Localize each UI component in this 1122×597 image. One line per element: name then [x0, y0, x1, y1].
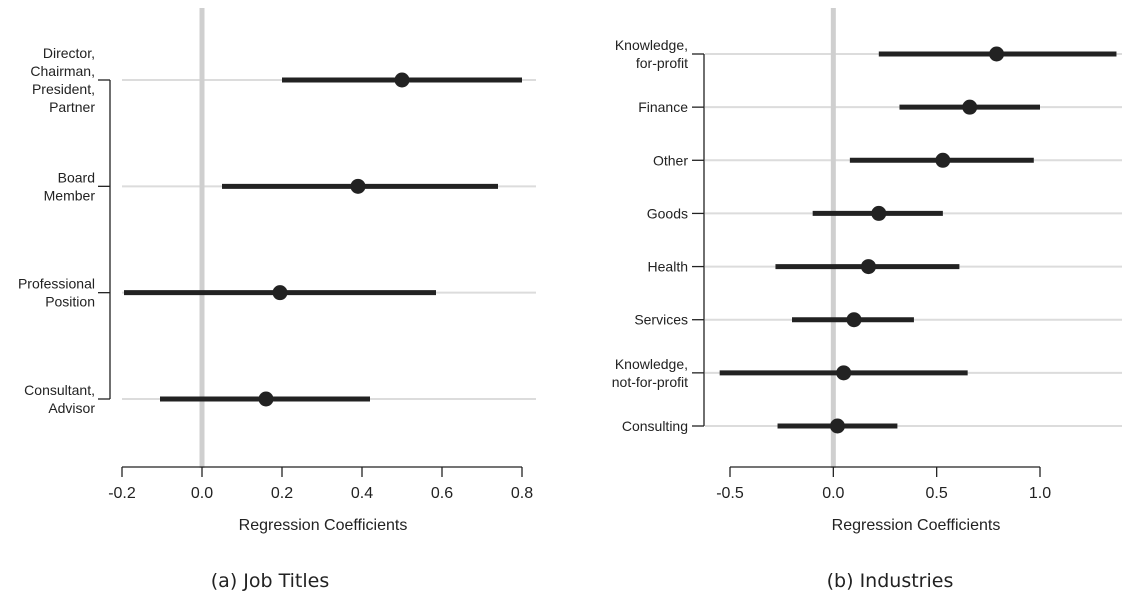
point-estimate: [272, 285, 288, 301]
category-label-line: Goods: [647, 205, 688, 221]
point-estimate: [846, 312, 862, 328]
point-estimate: [836, 365, 852, 381]
category-label-line: Services: [634, 312, 688, 328]
x-tick-label: 0.2: [271, 485, 293, 502]
category-label-line: Position: [45, 294, 95, 310]
x-tick-label: 0.5: [926, 485, 948, 502]
point-estimate: [935, 152, 951, 168]
category-label-line: Consulting: [622, 418, 688, 434]
panel-industries: Knowledge, for-profit Finance Other Goods Hea…: [612, 8, 1122, 592]
category-label: Health: [648, 259, 688, 275]
category-label-line: Chairman,: [30, 63, 95, 79]
category-label-line: Advisor: [48, 400, 95, 416]
category-label: Consultant, Advisor: [24, 382, 95, 416]
category-label: Knowledge, for-profit: [615, 37, 688, 71]
category-label-line: Knowledge,: [615, 37, 688, 53]
point-estimate: [860, 259, 876, 275]
category-label-line: Director,: [43, 45, 95, 61]
category-label-line: Board: [58, 169, 95, 185]
x-axis-title: Regression Coefficients: [239, 517, 408, 534]
category-label: Professional Position: [18, 276, 95, 310]
category-label-line: President,: [32, 81, 95, 97]
x-axis-title: Regression Coefficients: [832, 517, 1001, 534]
x-tick-label: 0.8: [511, 485, 533, 502]
x-tick-label: 1.0: [1029, 485, 1051, 502]
point-estimate: [871, 205, 887, 221]
x-tick-label: -0.5: [716, 485, 744, 502]
panel-caption: (b) Industries: [827, 570, 954, 592]
category-label-line: for-profit: [636, 55, 688, 71]
panel-caption: (a) Job Titles: [211, 570, 329, 592]
point-estimate: [394, 72, 410, 88]
category-label-line: Consultant,: [24, 382, 95, 398]
point-estimate: [829, 418, 845, 434]
category-label-line: Finance: [638, 99, 688, 115]
category-label: Services: [634, 312, 688, 328]
x-tick-label: 0.4: [351, 485, 373, 502]
point-estimate: [350, 178, 366, 194]
category-label: Board Member: [44, 169, 96, 203]
category-label-line: Health: [648, 259, 688, 275]
category-label-line: Other: [653, 152, 688, 168]
x-tick-label: 0.6: [431, 485, 453, 502]
category-label-line: Professional: [18, 276, 95, 292]
point-estimate: [258, 391, 274, 407]
category-label: Goods: [647, 205, 688, 221]
category-label: Consulting: [622, 418, 688, 434]
x-tick-label: -0.2: [108, 485, 136, 502]
panel-job-titles: Director, Chairman, President, Partner Board…: [18, 8, 536, 592]
category-label: Finance: [638, 99, 688, 115]
x-tick-label: 0.0: [191, 485, 213, 502]
category-label: Other: [653, 152, 688, 168]
point-estimate: [962, 99, 978, 115]
category-label-line: Partner: [49, 99, 95, 115]
x-tick-label: 0.0: [822, 485, 844, 502]
category-label: Knowledge, not-for-profit: [612, 356, 688, 390]
category-label: Director, Chairman, President, Partner: [30, 45, 95, 115]
category-label-line: not-for-profit: [612, 374, 688, 390]
category-label-line: Knowledge,: [615, 356, 688, 372]
category-label-line: Member: [44, 187, 96, 203]
point-estimate: [989, 46, 1005, 62]
